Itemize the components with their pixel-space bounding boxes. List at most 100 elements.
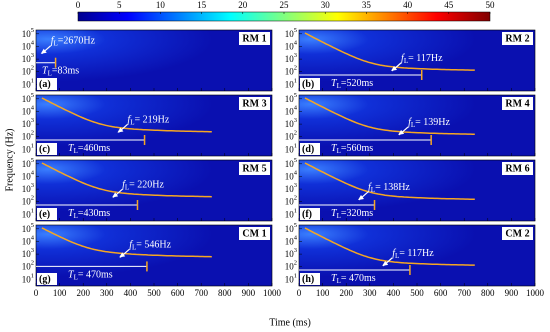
cutoff-label: fL= 219Hz (127, 115, 169, 126)
decay-time-label: TL=430ms (68, 208, 110, 219)
cutoff-value: = 117Hz (408, 53, 443, 64)
panel-tag: (d) (302, 144, 314, 155)
decay-curve (304, 162, 475, 200)
spectrogram (35, 159, 273, 222)
panel-tag-box (300, 78, 320, 90)
cutoff-value: = 546Hz (136, 240, 171, 251)
decay-time-label: TL=320ms (331, 208, 373, 219)
y-tick-label: 101 (22, 78, 34, 90)
cutoff-label: fL=2670Hz (51, 36, 96, 47)
y-tick-exponent: 3 (294, 53, 297, 60)
cutoff-symbol: f (401, 53, 405, 64)
cutoff-value: = 220Hz (129, 180, 164, 191)
y-tick-exponent: 3 (31, 53, 34, 60)
cutoff-arrowhead (391, 65, 398, 71)
x-tick-label: 200 (339, 288, 353, 298)
panel-tag-box (37, 143, 57, 155)
cutoff-arrowhead (119, 252, 126, 258)
panel-name-box (239, 227, 270, 240)
decay-symbol: T (68, 270, 75, 281)
y-tick-label: 102 (22, 130, 34, 142)
y-tick-label: 104 (22, 170, 35, 182)
y-tick-label: 101 (285, 143, 297, 155)
panel-name-box (239, 162, 270, 175)
y-tick-label: 105 (285, 157, 297, 169)
y-tick-exponent: 3 (294, 248, 297, 255)
decay-symbol: T (68, 143, 75, 154)
y-tick-label: 101 (285, 273, 297, 285)
y-axis-label: Frequency (Hz) (4, 128, 15, 191)
decay-symbol: T (331, 143, 338, 154)
panel-name-box (239, 32, 270, 45)
y-tick-label: 101 (285, 208, 297, 220)
y-tick-label: 101 (22, 208, 34, 220)
y-tick-label: 103 (22, 53, 34, 65)
decay-symbol: T (331, 208, 338, 219)
y-tick-label: 104 (22, 105, 35, 117)
cutoff-subscript: L (371, 186, 375, 194)
y-tick-base: 10 (285, 79, 295, 89)
decay-symbol: T (331, 78, 338, 89)
y-tick-exponent: 1 (294, 143, 297, 150)
panel-name: RM 5 (242, 163, 266, 174)
decay-value: =320ms (341, 208, 373, 219)
cutoff-symbol: f (51, 36, 55, 47)
y-tick-label: 104 (285, 235, 298, 247)
x-tick-label: 600 (171, 288, 185, 298)
spectrogram (298, 29, 536, 92)
panel-tag: (g) (39, 274, 51, 285)
y-tick-label: 103 (22, 118, 34, 130)
x-tick-label: 600 (434, 288, 448, 298)
colorbar-tick-label: 10 (156, 0, 166, 10)
decay-value: =460ms (78, 143, 110, 154)
colorbar-tick-label: 20 (238, 0, 248, 10)
y-tick-exponent: 1 (31, 143, 34, 150)
colorbar-tick-label: 25 (280, 0, 290, 10)
y-tick-label: 105 (22, 27, 34, 39)
decay-value: =560ms (341, 143, 373, 154)
cutoff-value: =2670Hz (58, 36, 96, 47)
decay-subscript: L (74, 273, 78, 281)
colorbar-tick-label: 40 (403, 0, 413, 10)
decay-subscript: L (337, 212, 341, 220)
cutoff-value: = 117Hz (399, 248, 434, 259)
y-tick-exponent: 4 (294, 105, 298, 112)
x-tick-label: 500 (147, 288, 161, 298)
y-tick-exponent: 3 (294, 118, 297, 125)
y-tick-base: 10 (285, 224, 295, 234)
cutoff-value: = 219Hz (134, 115, 169, 126)
y-tick-exponent: 5 (294, 92, 297, 99)
cutoff-arrowhead (112, 192, 119, 198)
y-tick-exponent: 2 (294, 260, 297, 267)
panel-tag-box (37, 208, 57, 220)
x-tick-label: 200 (76, 288, 90, 298)
y-tick-label: 104 (285, 170, 298, 182)
decay-curve (304, 97, 475, 135)
decay-value: =520ms (341, 78, 373, 89)
y-tick-exponent: 5 (294, 157, 297, 164)
y-tick-label: 102 (285, 65, 297, 77)
y-tick-base: 10 (22, 54, 32, 64)
y-tick-exponent: 2 (294, 195, 297, 202)
y-tick-base: 10 (22, 197, 32, 207)
y-tick-label: 104 (22, 235, 35, 247)
x-tick-label: 100 (53, 288, 67, 298)
y-tick-base: 10 (285, 184, 295, 194)
y-tick-base: 10 (285, 119, 295, 129)
decay-value: = 470ms (78, 270, 113, 281)
decay-subscript: L (48, 69, 52, 77)
cutoff-subscript: L (411, 121, 415, 129)
y-tick-base: 10 (22, 29, 32, 39)
y-tick-base: 10 (22, 224, 32, 234)
y-tick-base: 10 (22, 132, 32, 142)
y-tick-label: 102 (22, 260, 34, 272)
y-tick-label: 105 (22, 92, 34, 104)
decay-time-label: TL= 470ms (68, 270, 113, 281)
cutoff-subscript: L (395, 251, 399, 259)
y-tick-label: 103 (285, 53, 297, 65)
colorbar-tick-label: 0 (76, 0, 81, 10)
x-tick-label: 800 (218, 288, 232, 298)
y-tick-label: 102 (285, 195, 297, 207)
x-tick-label: 900 (505, 288, 519, 298)
